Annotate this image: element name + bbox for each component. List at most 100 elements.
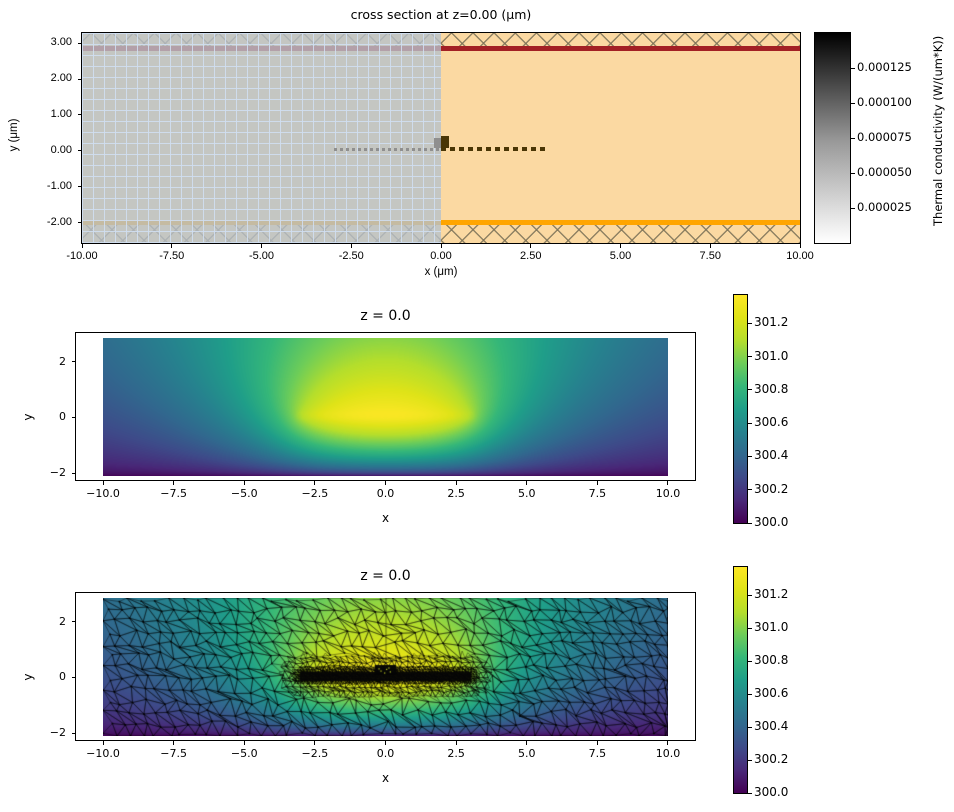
colorbar-tick-label: 301.2: [754, 315, 789, 330]
colorbar-tick-label: 0.000075: [857, 130, 912, 144]
colorbar-tick-label: 300.6: [754, 415, 789, 430]
temperature-heatmap: [103, 338, 668, 476]
colorbar-tick-mark: [851, 67, 855, 69]
colorbar-tick-label: 301.0: [754, 348, 789, 363]
x-tick-mark: [81, 244, 83, 248]
x-tick-label: 7.50: [699, 250, 721, 262]
seed-dashed-line: [334, 148, 441, 151]
x-tick-label: -5.00: [248, 250, 275, 262]
colorbar-tick-mark: [748, 693, 752, 695]
x-tick-mark: [102, 741, 104, 745]
x-tick-label: −5.0: [230, 747, 258, 760]
y-tick-label: 3.00: [50, 36, 72, 49]
y-tick-label: 2.00: [50, 72, 72, 85]
x-tick-mark: [526, 481, 528, 485]
x-tick-mark: [314, 481, 316, 485]
x-tick-label: −7.5: [160, 747, 187, 760]
x-tick-mark: [596, 481, 598, 485]
y-tick-label: 0: [59, 670, 66, 684]
seed-pad: [434, 138, 441, 148]
x-tick-label: −10.0: [86, 487, 120, 500]
colorbar-tick-label: 300.0: [754, 785, 789, 799]
top-layer-stripe: [82, 46, 800, 51]
x-tick-mark: [667, 481, 669, 485]
temperature-axes: [75, 332, 696, 481]
colorbar-tick-label: 0.000025: [857, 200, 912, 214]
y-tick-label: -1.00: [46, 179, 72, 192]
colorbar-tick-mark: [748, 594, 752, 596]
y-tick-mark: [71, 361, 75, 363]
y-tick-label: 0: [59, 410, 66, 424]
x-tick-label: 0.0: [376, 747, 395, 760]
x-tick-mark: [667, 741, 669, 745]
y-tick-mark: [77, 186, 81, 188]
x-tick-label: −10.0: [86, 747, 120, 760]
x-tick-label: −7.5: [160, 487, 187, 500]
colorbar-tick-mark: [748, 759, 752, 761]
y-tick-mark: [77, 114, 81, 116]
x-tick-label: 7.5: [588, 747, 607, 760]
colorbar-tick-label: 300.8: [754, 653, 789, 668]
cross-section-axes: [81, 32, 801, 244]
y-tick-label: 0.00: [50, 143, 72, 156]
y-tick-label: 2: [59, 614, 66, 628]
cross-section-title: cross section at z=0.00 (μm): [350, 7, 532, 22]
y-tick-mark: [71, 621, 75, 623]
x-tick-mark: [440, 244, 442, 248]
x-tick-mark: [173, 481, 175, 485]
y-tick-mark: [71, 416, 75, 418]
colorbar-tick-mark: [748, 356, 752, 358]
cross-section-xlabel: x (μm): [424, 266, 458, 278]
colorbar-tick-mark: [851, 137, 855, 139]
colorbar-tick-label: 301.2: [754, 587, 789, 602]
y-tick-label: -2.00: [46, 215, 72, 228]
colorbar-tick-mark: [748, 660, 752, 662]
x-tick-label: −5.0: [230, 487, 258, 500]
x-tick-mark: [173, 741, 175, 745]
x-tick-mark: [385, 481, 386, 485]
y-tick-label: −2: [49, 466, 66, 480]
x-tick-mark: [620, 244, 621, 248]
x-tick-mark: [530, 244, 532, 248]
mesh-title: z = 0.0: [360, 568, 411, 584]
colorbar-tick-label: 300.6: [754, 686, 789, 701]
x-tick-mark: [596, 741, 598, 745]
x-tick-label: 10.0: [655, 487, 681, 500]
colorbar-tick-mark: [748, 522, 752, 524]
x-tick-label: 0.0: [376, 487, 395, 500]
colorbar-tick-mark: [748, 627, 752, 629]
colorbar-tick-label: 300.8: [754, 381, 789, 396]
colorbar-tick-label: 301.0: [754, 620, 789, 635]
colorbar-tick-label: 300.2: [754, 752, 789, 766]
x-tick-label: −2.5: [301, 747, 329, 760]
colorbar-tick-mark: [851, 102, 855, 104]
x-tick-mark: [526, 741, 528, 745]
x-tick-mark: [455, 481, 457, 485]
x-tick-label: 2.5: [447, 747, 465, 760]
simulation-region-overlay: [82, 33, 441, 243]
conductivity-colorbar: [814, 32, 851, 244]
y-tick-mark: [77, 42, 81, 44]
y-tick-mark: [77, 78, 81, 80]
colorbar-tick-mark: [748, 792, 752, 794]
colorbar-tick-mark: [748, 455, 752, 457]
x-tick-mark: [243, 741, 245, 745]
colorbar-tick-label: 300.4: [754, 719, 789, 733]
y-tick-mark: [71, 472, 75, 474]
x-tick-mark: [261, 244, 262, 248]
x-tick-mark: [709, 244, 711, 248]
colorbar-tick-label: 0.000100: [857, 95, 912, 109]
x-tick-label: 5.0: [517, 487, 536, 500]
colorbar-tick-mark: [748, 322, 752, 324]
x-tick-label: 2.50: [520, 250, 542, 262]
colorbar-tick-mark: [851, 172, 855, 174]
cross-section-ylabel: y (μm): [8, 118, 20, 152]
temperature-xlabel: x: [381, 511, 390, 525]
bottom-layer-stripe: [82, 220, 800, 225]
heater-dashed-line: [441, 147, 549, 151]
x-tick-mark: [171, 244, 173, 248]
x-tick-mark: [385, 741, 386, 745]
colorbar-tick-label: 0.000050: [857, 165, 912, 179]
colorbar-tick-label: 0.000125: [857, 60, 912, 74]
